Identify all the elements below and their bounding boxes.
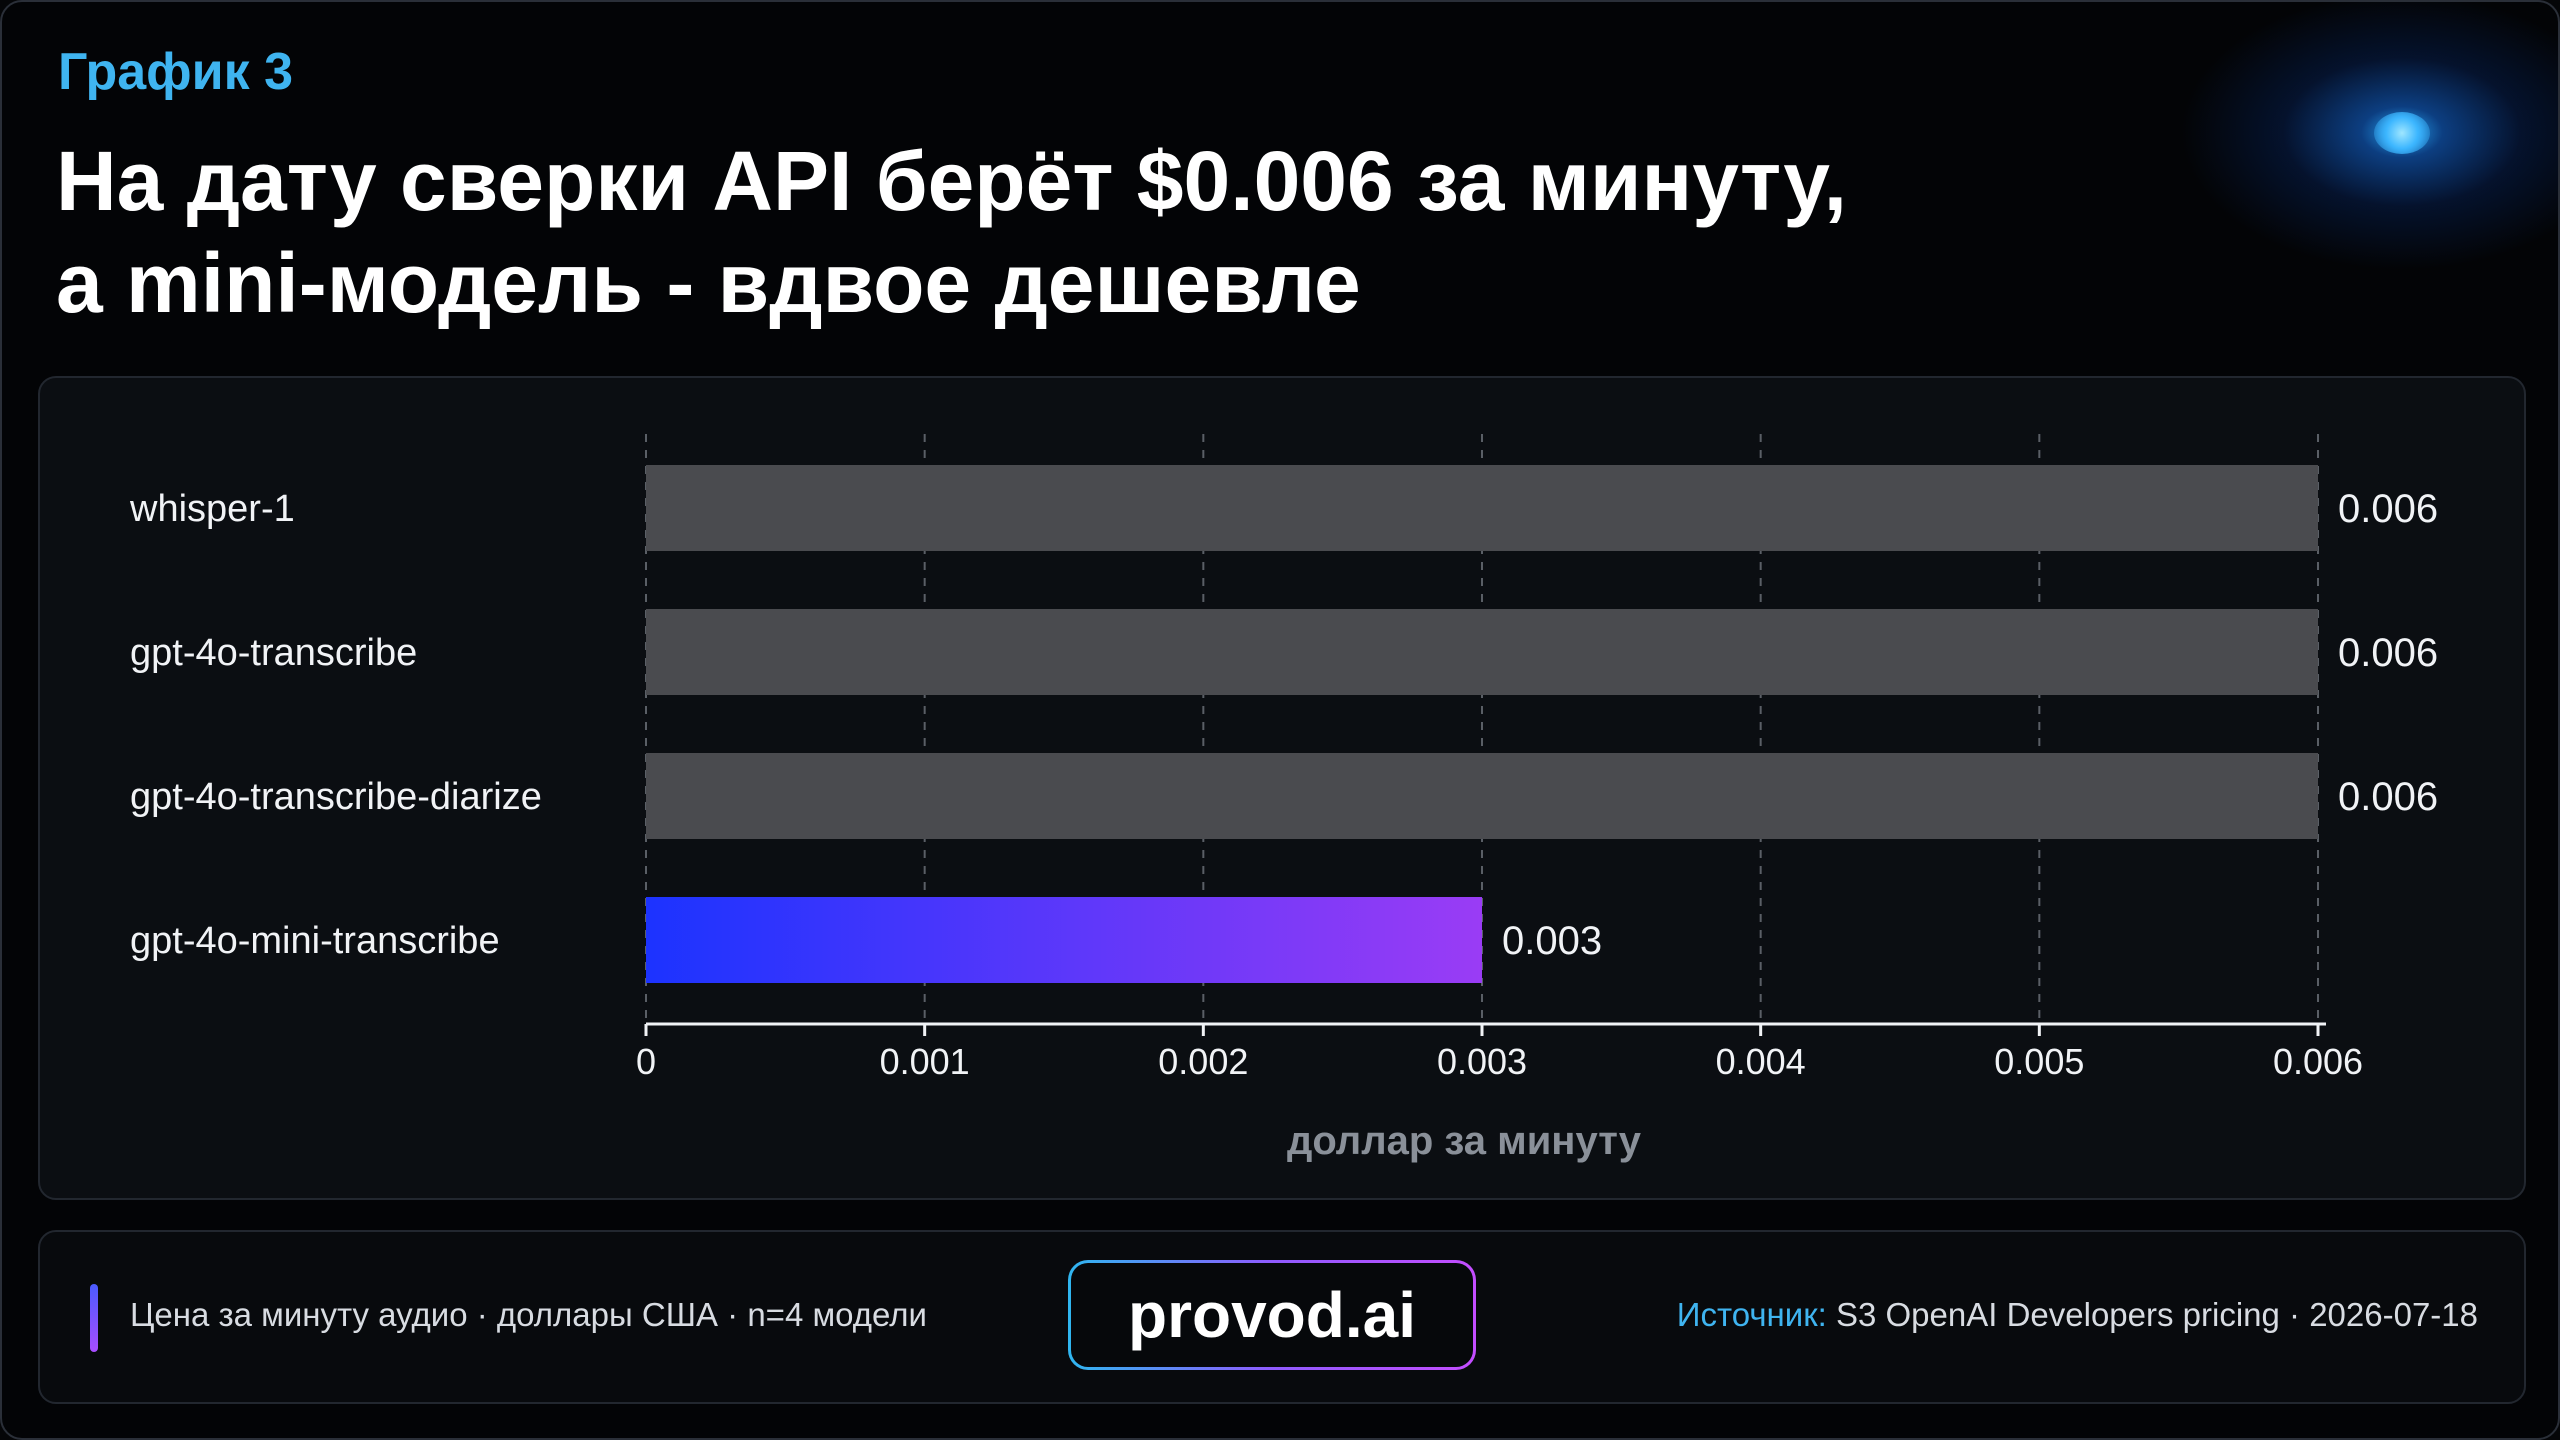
- bar: [646, 897, 1482, 983]
- x-tick-label: 0.004: [1716, 1041, 1806, 1082]
- footer-caption: Цена за минуту аудио · доллары США · n=4…: [130, 1296, 927, 1333]
- x-tick-label: 0.005: [1994, 1041, 2084, 1082]
- bar-layer: whisper-1 0.006 gpt-4o-transcribe 0.006 gpt-…: [129, 465, 2438, 983]
- x-axis-title: доллар за минуту: [1287, 1119, 1642, 1163]
- data-label: 0.006: [2338, 631, 2438, 675]
- glow-decoration: [2162, 2, 2558, 282]
- brand-logo-box: provod.ai: [1068, 1260, 1476, 1370]
- x-tick-label: 0.002: [1158, 1041, 1248, 1082]
- bar: [646, 465, 2318, 551]
- x-tick-label: 0.003: [1437, 1041, 1527, 1082]
- chart-kicker: График 3: [58, 43, 294, 101]
- source-note: Источник: S3 OpenAI Developers pricing ·…: [1677, 1296, 2478, 1334]
- data-label: 0.003: [1502, 919, 1602, 963]
- category-label: gpt-4o-mini-transcribe: [130, 920, 500, 962]
- bar-chart: whisper-1 0.006 gpt-4o-transcribe 0.006 gpt-…: [129, 434, 2438, 1163]
- footer-panel: Цена за минуту аудио · доллары США · n=4…: [38, 1230, 2526, 1404]
- x-tick-label: 0.006: [2273, 1041, 2363, 1082]
- glow-core-decoration: [2374, 112, 2430, 154]
- title-line-1: На дату сверки API берёт $0.006 за минут…: [56, 134, 1847, 228]
- category-label: gpt-4o-transcribe: [130, 632, 417, 674]
- bar: [646, 609, 2318, 695]
- category-label: gpt-4o-transcribe-diarize: [130, 776, 542, 818]
- x-tick-label: 0: [636, 1041, 656, 1082]
- title-line-2: а mini-модель - вдвое дешевле: [56, 236, 1361, 330]
- brand-logo: provod.ai: [1071, 1263, 1473, 1367]
- chart-panel: whisper-1 0.006 gpt-4o-transcribe 0.006 gpt-…: [38, 376, 2526, 1200]
- bar: [646, 753, 2318, 839]
- x-axis: 0 0.001 0.002 0.003 0.004 0.005 0.006: [636, 1022, 2363, 1082]
- source-text: S3 OpenAI Developers pricing · 2026-07-1…: [1826, 1296, 2478, 1333]
- category-label: whisper-1: [129, 488, 295, 530]
- data-label: 0.006: [2338, 487, 2438, 531]
- x-tick-label: 0.001: [880, 1041, 970, 1082]
- data-label: 0.006: [2338, 775, 2438, 819]
- source-prefix: Источник:: [1676, 1296, 1827, 1333]
- footer-accent-bar: [90, 1284, 98, 1352]
- page-title: На дату сверки API берёт $0.006 за минут…: [56, 130, 2156, 334]
